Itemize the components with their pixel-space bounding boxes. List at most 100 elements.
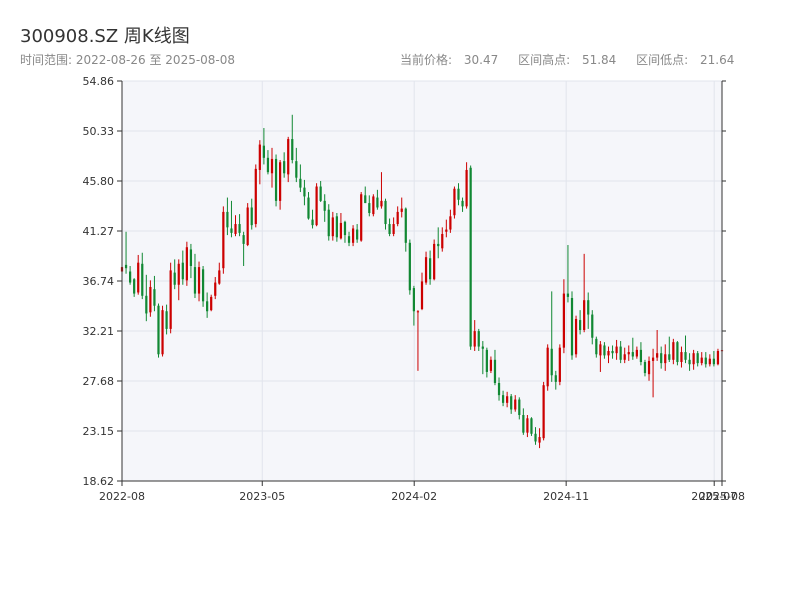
candle [712,350,716,367]
candle-body [546,347,549,387]
candle [461,197,464,212]
y-tick-label: 41.27 [83,225,115,238]
candle-body [664,354,667,364]
candle-body [688,359,691,365]
candle [400,197,403,218]
candle [274,154,278,207]
candle-body [416,311,420,313]
candle-body [647,360,651,375]
candle [485,347,488,378]
candle [246,203,249,247]
candle [137,254,140,295]
candle-body [254,168,257,225]
candle-body [295,161,298,178]
candle-body [477,331,480,347]
y-tick-label: 50.33 [83,125,115,138]
candle [234,215,237,237]
candle [587,292,590,329]
candle [327,204,330,241]
candle [214,277,217,300]
candle [266,150,270,175]
candle [388,218,391,237]
candle [242,231,245,266]
candle-body [578,320,582,331]
candle [153,275,156,312]
candle-body [315,186,318,226]
candle [554,370,557,390]
candle [635,346,638,359]
candle-body [595,338,598,355]
candle [428,250,432,285]
candle-body [210,296,213,311]
candle [522,408,525,435]
candle-body [497,382,501,396]
high-value: 51.84 [581,53,617,67]
candle [680,346,683,368]
candle-body [360,194,363,241]
candle [408,239,411,295]
candle-body [339,222,343,239]
price-stats: 当前价格: 30.47 区间高点: 51.84 区间低点: 21.64 [400,51,750,68]
candle [607,346,610,364]
candle [441,227,444,252]
candle [534,427,537,445]
candle [599,341,602,372]
end-date: 2025-08-08 [165,53,236,67]
candle-body [570,297,574,356]
candle [335,213,338,242]
candle-body [380,200,383,207]
candle [530,417,533,436]
candle [457,183,460,206]
candle [562,279,566,354]
candles [120,114,724,449]
candle-body [522,414,525,433]
candle-body [619,346,622,360]
candle-body [473,331,476,347]
candle [469,165,472,350]
candle [546,344,549,391]
candle-body [303,187,306,197]
candle-body [177,263,180,285]
candle [433,239,436,281]
candle [299,164,302,193]
candle [595,336,598,358]
candle-body [518,399,521,415]
candle-body [226,211,229,228]
range-separator: 至 [149,53,162,67]
candle [307,192,310,220]
candle [185,241,188,286]
candle-body [149,286,152,313]
candle-body [611,350,614,354]
candle-body [457,188,460,200]
candle-body [489,359,493,371]
candle-body [153,289,156,306]
current-price-label: 当前价格: [400,53,453,67]
candle-body [424,257,428,283]
candle-body [388,224,391,234]
x-tick-label: 2022-08 [99,490,145,503]
candle [696,350,699,367]
candle-body [716,350,720,365]
candle-body [238,224,241,233]
candle [323,194,326,222]
time-range: 时间范围: 2022-08-26 至 2025-08-08 [20,51,235,68]
candle [578,310,582,335]
candle-body [197,267,201,294]
candle-body [591,314,594,338]
candle [372,194,375,217]
x-tick-label: 2024-02 [391,490,437,503]
candle-body [145,295,148,314]
candle-body [291,139,294,161]
candle-body [189,249,193,266]
candle [368,195,371,217]
candle [708,354,711,367]
candle-body [246,207,249,246]
candle-body [530,418,533,434]
candle-body [408,242,411,291]
candle-body [493,359,497,383]
candle-body [708,358,711,365]
candle [218,262,221,285]
candle [331,211,334,241]
candle [315,183,318,227]
candle-body [538,437,541,443]
